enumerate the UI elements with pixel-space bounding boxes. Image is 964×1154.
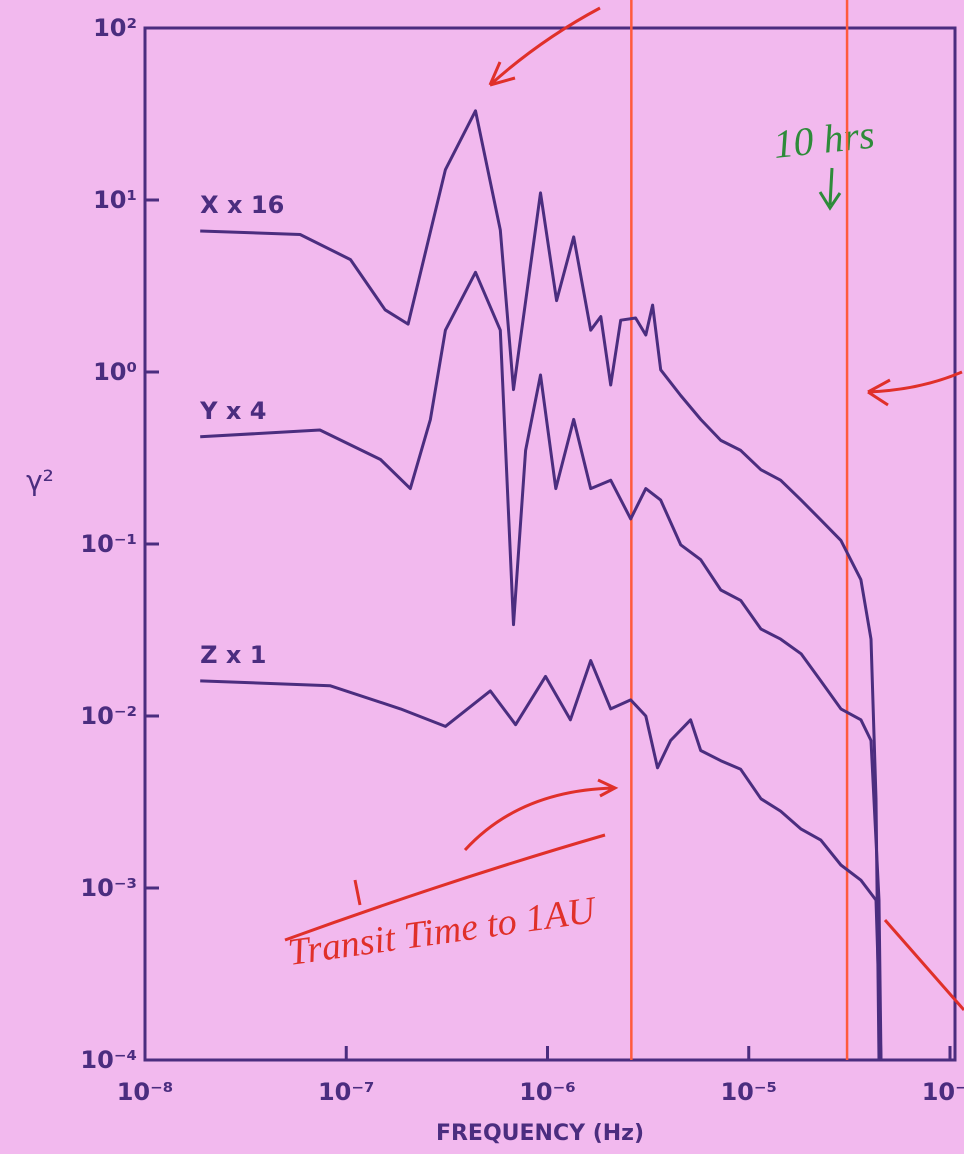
y-tick-label: 10¹ — [93, 186, 137, 214]
y-tick-label: 10⁻¹ — [80, 530, 137, 558]
annotation-arrow — [284, 778, 619, 942]
series-line — [200, 659, 883, 1061]
series-label: Y x 4 — [199, 397, 266, 425]
y-tick-label: 10⁻⁴ — [80, 1046, 137, 1074]
annotation-arrow — [818, 167, 842, 211]
series-label: Z x 1 — [200, 641, 266, 669]
series-line — [200, 109, 881, 1061]
x-tick-label: 10⁻⁴ — [922, 1078, 964, 1106]
y-axis-label: γ² — [26, 464, 54, 497]
x-tick-label: 10⁻⁶ — [519, 1078, 576, 1106]
y-tick-label: 10² — [93, 14, 137, 42]
x-tick-label: 10⁻⁷ — [318, 1078, 375, 1106]
y-tick-label: 10⁻³ — [80, 874, 137, 902]
series-line — [200, 270, 883, 1061]
y-tick-label: 10⁰ — [93, 358, 137, 386]
annotation-arrow — [883, 919, 964, 1011]
annotation-10hrs: 10 hrs — [771, 112, 876, 167]
x-axis-label: FREQUENCY (Hz) — [436, 1121, 644, 1146]
y-tick-label: 10⁻² — [80, 702, 137, 730]
x-tick-label: 10⁻⁸ — [117, 1078, 174, 1106]
x-tick-label: 10⁻⁵ — [720, 1078, 777, 1106]
annotation-arrow — [488, 6, 601, 87]
annotation-arrow — [867, 370, 963, 407]
series-label: X x 16 — [200, 191, 284, 219]
